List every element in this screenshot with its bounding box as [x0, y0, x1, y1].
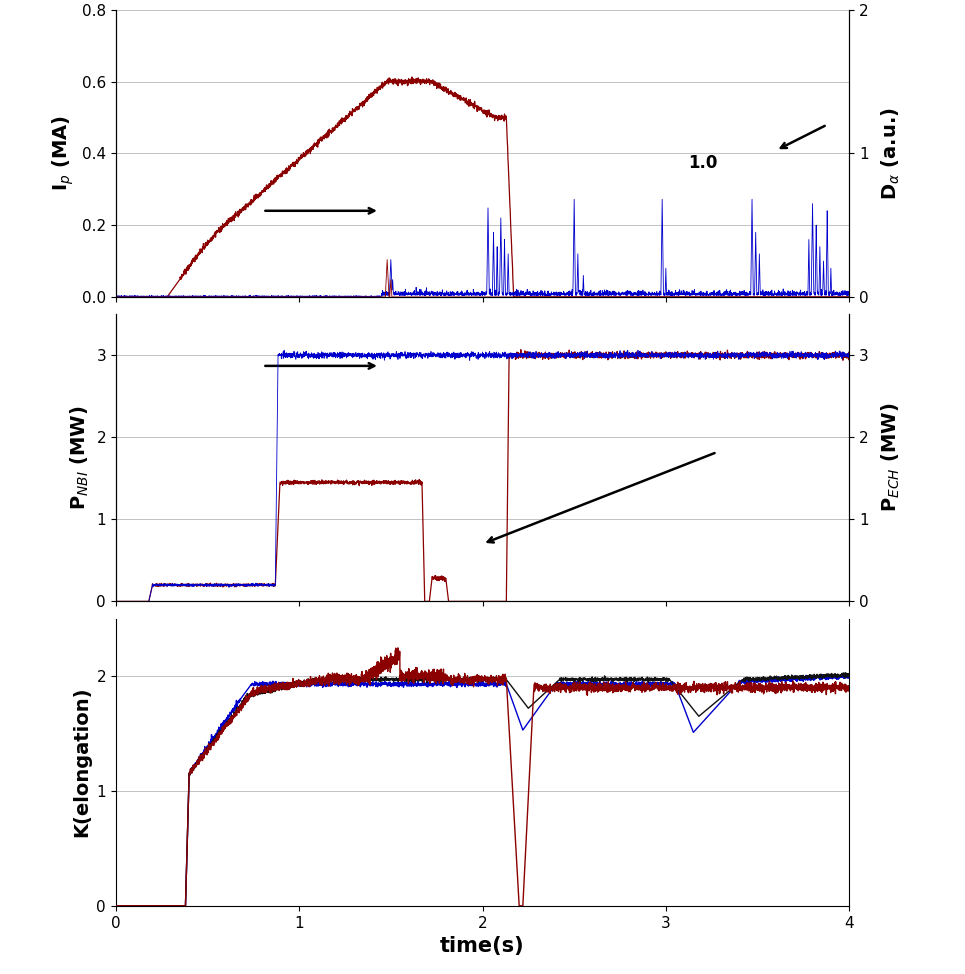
- Y-axis label: P$_{ECH}$ (MW): P$_{ECH}$ (MW): [880, 403, 902, 512]
- Y-axis label: P$_{NBI}$ (MW): P$_{NBI}$ (MW): [69, 405, 91, 510]
- Text: 1.0: 1.0: [688, 154, 717, 171]
- Y-axis label: I$_p$ (MA): I$_p$ (MA): [51, 115, 76, 192]
- Y-axis label: K(elongation): K(elongation): [72, 687, 91, 838]
- Y-axis label: D$_{\alpha}$ (a.u.): D$_{\alpha}$ (a.u.): [880, 107, 902, 200]
- X-axis label: time(s): time(s): [440, 936, 525, 956]
